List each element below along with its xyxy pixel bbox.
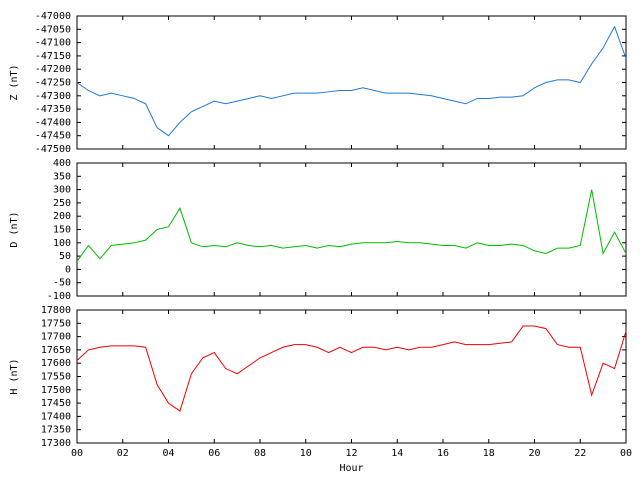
y-tick-label: 50: [59, 251, 71, 262]
y-tick-label: 17600: [41, 358, 71, 369]
y-tick-label: 17300: [41, 438, 71, 449]
x-tick-label: 16: [437, 448, 449, 459]
x-tick-label: 22: [574, 448, 586, 459]
y-tick-label: 250: [53, 198, 71, 209]
y-tick-label: -50: [53, 278, 71, 289]
y-tick-label: -47300: [35, 91, 71, 102]
x-tick-label: 12: [345, 448, 357, 459]
y-tick-label: -47050: [35, 24, 71, 35]
x-tick-label: 00: [620, 448, 632, 459]
plot-frame: [76, 309, 627, 444]
y-tick-label: 300: [53, 185, 71, 196]
x-axis-label: Hour: [339, 463, 363, 474]
y-tick-label: -47450: [35, 131, 71, 142]
plot-frame: [76, 162, 627, 297]
y-tick-label: 17700: [41, 332, 71, 343]
y-tick-label: 17350: [41, 425, 71, 436]
x-tick-label: 20: [528, 448, 540, 459]
y-tick-label: -47350: [35, 104, 71, 115]
y-tick-label: 400: [53, 158, 71, 169]
y-tick-label: 150: [53, 225, 71, 236]
y-tick-label: -47000: [35, 11, 71, 22]
y-tick-label: 200: [53, 211, 71, 222]
y-tick-label: 17400: [41, 411, 71, 422]
x-tick-label: 04: [162, 448, 174, 459]
y-tick-label: 100: [53, 238, 71, 249]
y-axis-label: H (nT): [9, 358, 20, 394]
data-line: [76, 189, 627, 262]
y-tick-label: -47250: [35, 78, 71, 89]
y-tick-label: 17750: [41, 318, 71, 329]
y-axis-label: Z (nT): [9, 64, 20, 100]
x-tick-label: 00: [71, 448, 83, 459]
data-line: [76, 25, 627, 137]
y-tick-label: -100: [47, 291, 71, 302]
y-tick-label: 17450: [41, 398, 71, 409]
y-tick-label: -47400: [35, 117, 71, 128]
x-tick-label: 14: [391, 448, 403, 459]
y-tick-label: 17800: [41, 305, 71, 316]
x-tick-label: 08: [254, 448, 266, 459]
y-tick-label: -47150: [35, 51, 71, 62]
x-tick-label: 10: [300, 448, 312, 459]
x-tick-label: 06: [208, 448, 220, 459]
y-tick-label: 17650: [41, 345, 71, 356]
y-tick-label: -47100: [35, 38, 71, 49]
y-tick-label: -47500: [35, 144, 71, 155]
data-line: [76, 325, 627, 412]
y-tick-label: 350: [53, 171, 71, 182]
y-tick-label: 17550: [41, 372, 71, 383]
y-tick-label: 0: [65, 264, 71, 275]
x-tick-label: 02: [117, 448, 129, 459]
y-axis-label: D (nT): [9, 211, 20, 247]
y-tick-label: -47200: [35, 64, 71, 75]
y-tick-label: 17500: [41, 385, 71, 396]
x-tick-label: 18: [483, 448, 495, 459]
